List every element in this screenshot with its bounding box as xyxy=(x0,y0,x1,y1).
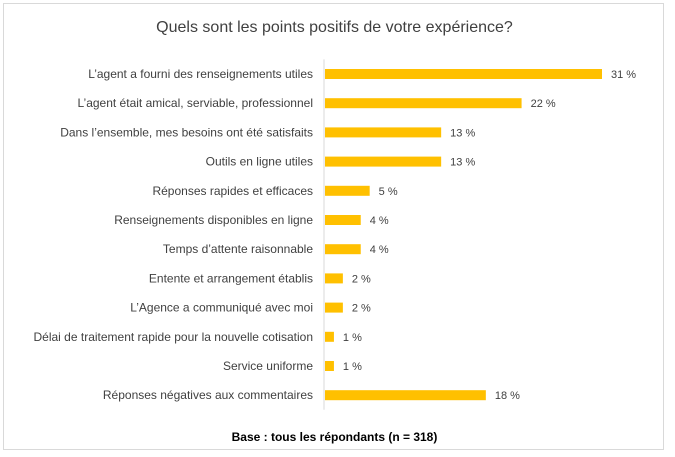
bar xyxy=(325,244,361,255)
category-label: L’agent était amical, serviable, profess… xyxy=(78,96,313,110)
bar xyxy=(325,331,334,342)
category-label: L’Agence a communiqué avec moi xyxy=(130,301,313,315)
bar xyxy=(325,156,442,167)
category-label: Outils en ligne utiles xyxy=(206,155,313,169)
category-label: Dans l’ensemble, mes besoins ont été sat… xyxy=(60,125,313,139)
bar-chart: L’agent a fourni des renseignements util… xyxy=(34,59,636,410)
bar xyxy=(325,361,334,371)
category-label: Service uniforme xyxy=(223,359,313,373)
data-label: 1 % xyxy=(343,361,362,373)
data-label: 2 % xyxy=(352,273,371,285)
data-label: 5 % xyxy=(379,186,398,198)
category-label: Réponses négatives aux commentaires xyxy=(103,388,313,402)
bar xyxy=(325,69,602,79)
chart-title: Quels sont les points positifs de votre … xyxy=(156,19,513,36)
bar xyxy=(325,302,343,313)
chart-frame: Quels sont les points positifs de votre … xyxy=(3,3,664,450)
data-label: 4 % xyxy=(370,215,389,227)
data-label: 13 % xyxy=(450,127,475,139)
data-label: 18 % xyxy=(495,390,520,402)
base-note: Base : tous les répondants (n = 318) xyxy=(231,430,438,444)
category-label: Réponses rapides et efficaces xyxy=(152,184,313,198)
data-label: 22 % xyxy=(531,98,556,110)
bar xyxy=(325,273,343,284)
bar xyxy=(325,215,361,225)
data-label: 1 % xyxy=(343,332,362,344)
data-label: 13 % xyxy=(450,157,475,169)
bar xyxy=(325,98,522,109)
category-label: Délai de traitement rapide pour la nouve… xyxy=(34,330,314,344)
data-label: 4 % xyxy=(370,244,389,256)
bar xyxy=(325,390,486,401)
category-label: Temps d’attente raisonnable xyxy=(163,242,313,256)
category-label: L’agent a fourni des renseignements util… xyxy=(88,67,313,81)
category-label: Entente et arrangement établis xyxy=(149,271,313,285)
data-label: 2 % xyxy=(352,303,371,315)
data-label: 31 % xyxy=(611,69,636,81)
bar xyxy=(325,185,370,196)
bar xyxy=(325,127,442,138)
category-label: Renseignements disponibles en ligne xyxy=(114,213,313,227)
